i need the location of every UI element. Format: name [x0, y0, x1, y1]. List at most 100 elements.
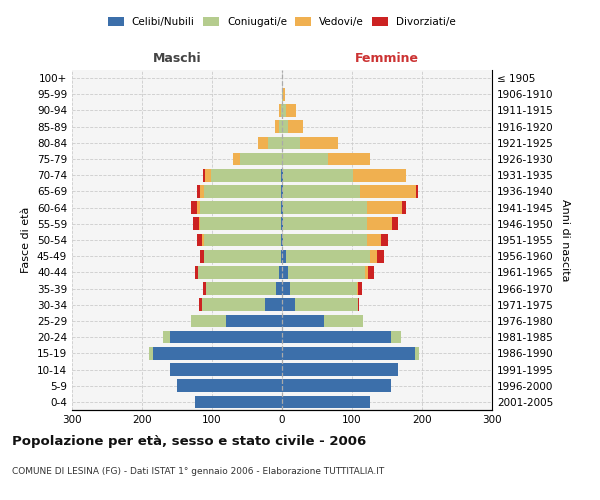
Bar: [377, 250, 383, 262]
Bar: [170, 331, 282, 344]
Bar: [257, 136, 268, 149]
Bar: [282, 266, 287, 278]
Bar: [283, 169, 353, 181]
Bar: [353, 169, 406, 181]
Bar: [282, 347, 415, 360]
Legend: Celibi/Nubili, Coniugati/e, Vedovi/e, Divorziati/e: Celibi/Nubili, Coniugati/e, Vedovi/e, Di…: [108, 18, 456, 28]
Bar: [281, 250, 282, 262]
Bar: [282, 136, 299, 149]
Bar: [278, 120, 282, 133]
Bar: [282, 88, 283, 101]
Bar: [283, 218, 367, 230]
Bar: [282, 380, 391, 392]
Bar: [202, 298, 265, 311]
Bar: [170, 363, 282, 376]
Bar: [203, 250, 281, 262]
Bar: [357, 282, 358, 295]
Bar: [283, 88, 285, 101]
Bar: [191, 202, 197, 214]
Bar: [283, 202, 367, 214]
Bar: [163, 331, 170, 344]
Bar: [282, 282, 290, 295]
Bar: [200, 202, 281, 214]
Bar: [177, 380, 282, 392]
Bar: [281, 218, 282, 230]
Bar: [197, 202, 200, 214]
Bar: [275, 120, 278, 133]
Bar: [282, 120, 287, 133]
Bar: [281, 169, 282, 181]
Bar: [415, 347, 419, 360]
Bar: [367, 218, 392, 230]
Bar: [282, 202, 283, 214]
Bar: [199, 218, 200, 230]
Bar: [278, 266, 282, 278]
Bar: [282, 250, 286, 262]
Bar: [199, 298, 202, 311]
Bar: [200, 250, 203, 262]
Bar: [287, 266, 365, 278]
Bar: [286, 104, 296, 117]
Bar: [197, 234, 202, 246]
Bar: [367, 202, 403, 214]
Bar: [191, 314, 226, 328]
Bar: [283, 234, 367, 246]
Bar: [365, 266, 368, 278]
Bar: [290, 282, 357, 295]
Bar: [203, 234, 281, 246]
Bar: [367, 234, 382, 246]
Bar: [282, 314, 324, 328]
Bar: [205, 169, 211, 181]
Bar: [282, 152, 328, 166]
Bar: [194, 396, 282, 408]
Bar: [233, 152, 240, 166]
Bar: [282, 185, 283, 198]
Bar: [391, 331, 401, 344]
Bar: [286, 250, 370, 262]
Bar: [282, 396, 370, 408]
Bar: [416, 185, 418, 198]
Bar: [358, 282, 362, 295]
Bar: [358, 298, 359, 311]
Bar: [368, 266, 374, 278]
Bar: [194, 266, 198, 278]
Text: Femmine: Femmine: [355, 52, 419, 65]
Bar: [403, 202, 406, 214]
Bar: [152, 347, 282, 360]
Bar: [211, 169, 281, 181]
Bar: [197, 185, 200, 198]
Bar: [328, 152, 370, 166]
Bar: [282, 298, 295, 311]
Bar: [382, 234, 388, 246]
Bar: [203, 282, 206, 295]
Bar: [193, 218, 199, 230]
Bar: [392, 218, 398, 230]
Bar: [295, 298, 358, 311]
Bar: [277, 282, 282, 295]
Bar: [226, 314, 282, 328]
Bar: [361, 185, 416, 198]
Y-axis label: Anni di nascita: Anni di nascita: [560, 198, 570, 281]
Bar: [200, 185, 203, 198]
Bar: [198, 266, 278, 278]
Bar: [281, 202, 282, 214]
Bar: [281, 185, 282, 198]
Bar: [206, 282, 277, 295]
Bar: [282, 218, 283, 230]
Bar: [282, 363, 398, 376]
Bar: [282, 331, 391, 344]
Bar: [324, 314, 362, 328]
Bar: [283, 185, 361, 198]
Bar: [281, 234, 282, 246]
Bar: [299, 136, 338, 149]
Text: Maschi: Maschi: [152, 52, 202, 65]
Bar: [282, 104, 286, 117]
Bar: [202, 234, 203, 246]
Bar: [370, 250, 377, 262]
Y-axis label: Fasce di età: Fasce di età: [22, 207, 31, 273]
Bar: [203, 185, 281, 198]
Bar: [287, 120, 303, 133]
Bar: [268, 136, 282, 149]
Bar: [265, 298, 282, 311]
Text: Popolazione per età, sesso e stato civile - 2006: Popolazione per età, sesso e stato civil…: [12, 435, 366, 448]
